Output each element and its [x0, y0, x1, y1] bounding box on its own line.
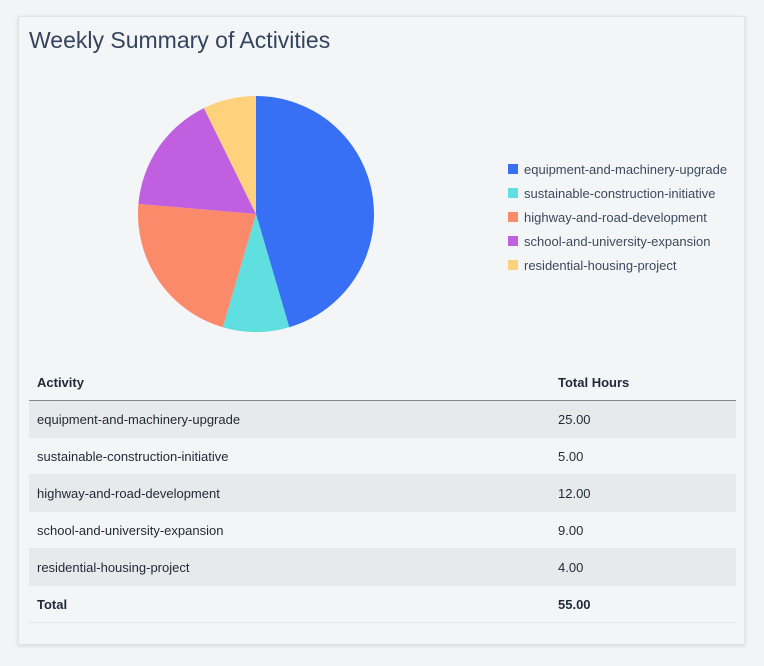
legend-item[interactable]: highway-and-road-development [508, 205, 727, 229]
activity-cell: equipment-and-machinery-upgrade [29, 400, 550, 438]
legend-item[interactable]: school-and-university-expansion [508, 229, 727, 253]
hours-cell: 4.00 [550, 548, 736, 586]
table-row: equipment-and-machinery-upgrade 25.00 [29, 400, 736, 438]
legend-item[interactable]: residential-housing-project [508, 253, 727, 277]
pie-chart [138, 96, 375, 333]
table-row: school-and-university-expansion 9.00 [29, 511, 736, 549]
legend-label: equipment-and-machinery-upgrade [524, 161, 728, 177]
pie-slice-sustainable-construction-initiative[interactable] [222, 214, 290, 333]
hours-cell: 25.00 [550, 400, 736, 438]
hours-cell: 5.00 [550, 437, 736, 475]
hours-cell: 12.00 [550, 474, 736, 512]
header-activity: Activity [29, 365, 550, 401]
chart-legend: equipment-and-machinery-upgrade sustainab… [508, 157, 727, 277]
total-value: 55.00 [550, 585, 736, 623]
legend-item[interactable]: sustainable-construction-initiative [508, 181, 727, 205]
legend-label: sustainable-construction-initiative [524, 185, 716, 201]
legend-swatch [508, 164, 518, 174]
legend-label: school-and-university-expansion [524, 233, 711, 249]
page-title: Weekly Summary of Activities [29, 27, 331, 53]
table-row: sustainable-construction-initiative 5.00 [29, 437, 736, 475]
summary-card: Weekly Summary of Activities equipment-a… [18, 16, 745, 645]
legend-label: highway-and-road-development [524, 209, 707, 225]
activity-cell: residential-housing-project [29, 548, 550, 586]
legend-swatch [508, 212, 518, 222]
legend-label: residential-housing-project [524, 257, 677, 273]
total-label: Total [29, 585, 550, 623]
pie-slice-highway-and-road-development[interactable] [138, 203, 256, 328]
activity-cell: sustainable-construction-initiative [29, 437, 550, 475]
activity-cell: highway-and-road-development [29, 474, 550, 512]
pie-slice-equipment-and-machinery-upgrade[interactable] [256, 96, 375, 328]
activity-cell: school-and-university-expansion [29, 511, 550, 549]
pie-slice-school-and-university-expansion[interactable] [138, 108, 256, 214]
activity-table: Activity Total Hours equipment-and-machi… [29, 365, 736, 623]
legend-swatch [508, 236, 518, 246]
legend-item[interactable]: equipment-and-machinery-upgrade [508, 157, 727, 181]
pie-slice-residential-housing-project[interactable] [203, 96, 256, 214]
header-total-hours: Total Hours [550, 365, 736, 401]
total-row: Total 55.00 [29, 585, 736, 623]
legend-swatch [508, 260, 518, 270]
legend-swatch [508, 188, 518, 198]
hours-cell: 9.00 [550, 511, 736, 549]
table-row: highway-and-road-development 12.00 [29, 474, 736, 512]
table-row: residential-housing-project 4.00 [29, 548, 736, 586]
